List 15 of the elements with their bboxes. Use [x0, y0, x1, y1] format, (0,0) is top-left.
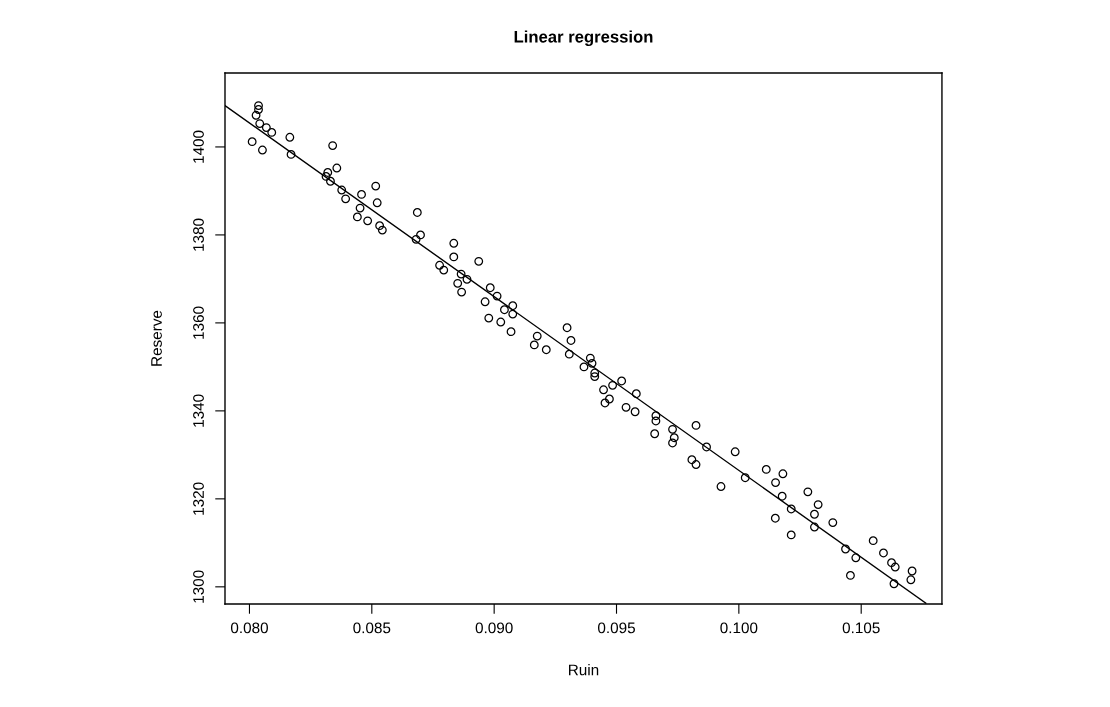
x-tick-label: 0.090: [475, 622, 513, 634]
x-tick-label: 0.100: [720, 622, 758, 634]
y-axis-title: Reserve: [151, 310, 162, 366]
x-tick-label: 0.105: [842, 622, 880, 634]
x-axis-title: Ruin: [569, 664, 599, 676]
chart-title: Linear regression: [514, 30, 653, 47]
y-tick-label: 1400: [193, 130, 204, 163]
y-tick-label: 1320: [193, 482, 204, 515]
y-tick-label: 1360: [193, 306, 204, 339]
y-tick-label: 1380: [193, 218, 204, 251]
y-tick-label: 1300: [193, 570, 204, 603]
y-tick-label: 1340: [193, 394, 204, 427]
x-tick-label: 0.080: [230, 622, 268, 634]
x-tick-label: 0.095: [597, 622, 635, 634]
x-tick-label: 0.085: [353, 622, 391, 634]
